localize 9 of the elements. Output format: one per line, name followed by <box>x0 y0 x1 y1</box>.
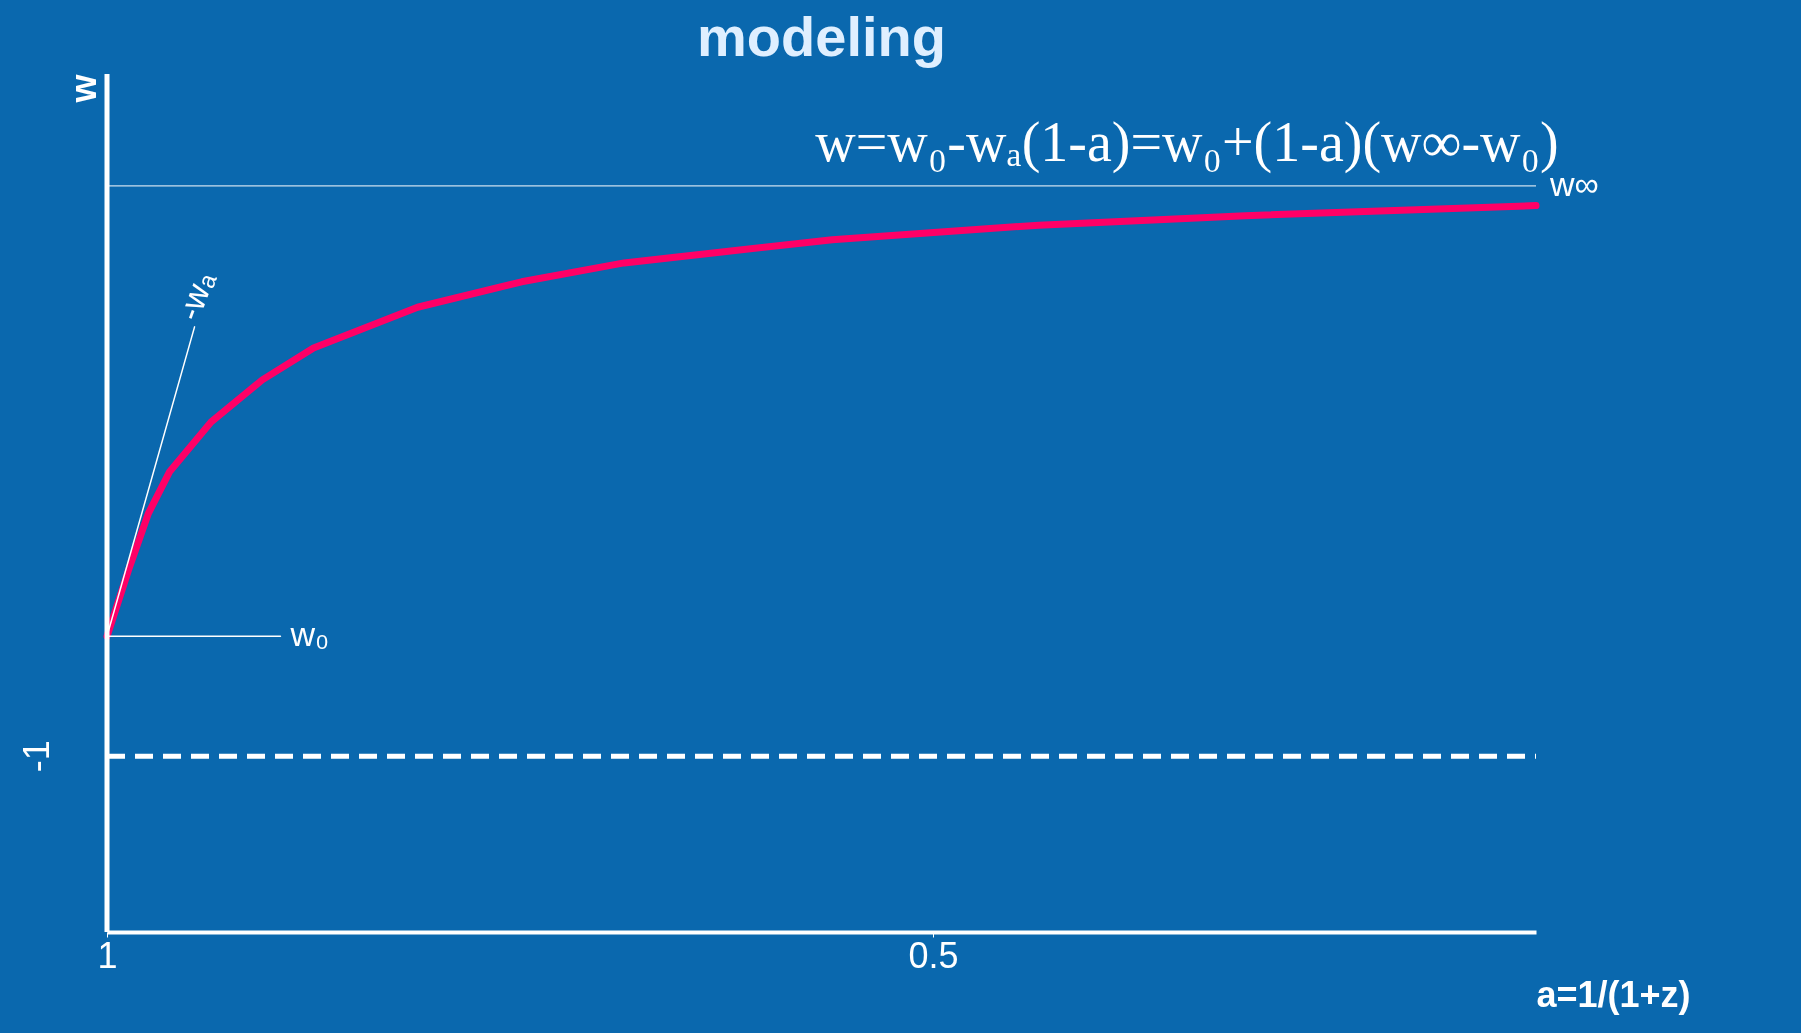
x-axis-title: a=1/(1+z) <box>1536 973 1691 1015</box>
y-axis-title: w <box>62 73 104 104</box>
series-label: w₀ <box>289 615 330 654</box>
chart-title: modeling <box>697 4 946 68</box>
text: -1 <box>16 740 57 773</box>
x-tick-label: 0.5 <box>908 934 959 976</box>
text: w=w₀-wₐ(1-a)=w₀+(1-a)(w∞-w₀) <box>815 111 1559 174</box>
x-tick-label: 1 <box>97 934 118 976</box>
text: -wₐ <box>169 266 222 326</box>
